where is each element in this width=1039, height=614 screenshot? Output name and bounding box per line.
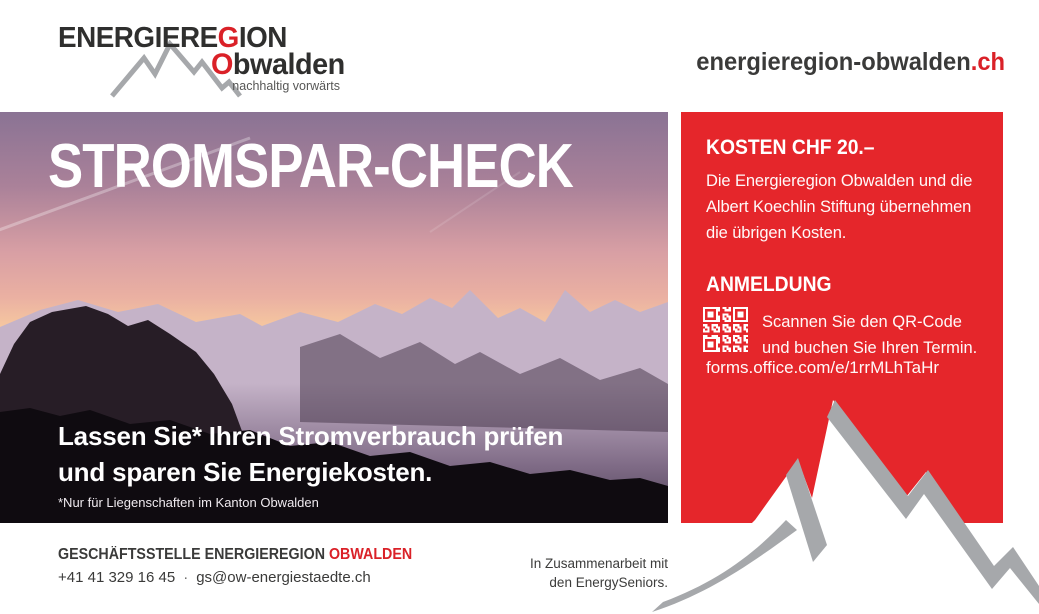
qr-code-icon [703, 307, 748, 352]
cost-heading: KOSTEN CHF 20.– [706, 136, 875, 159]
footer-contact-line: +41 41 329 16 45 · gs@ow-energiestaedte.ch [58, 569, 371, 586]
logo-wordmark-line2: Obwalden [211, 48, 345, 82]
logo-wordmark-line1: ENERGIEREGION [58, 22, 287, 55]
cost-text-line: Albert Koechlin Stiftung übernehmen [706, 198, 972, 216]
partnership-line1: In Zusammenarbeit mit [529, 556, 668, 571]
logo-accent-g: G [217, 22, 240, 54]
partnership-line2: den EnergySeniors. [549, 575, 668, 590]
logo-text: ENERGIERE [58, 22, 218, 54]
info-panel: KOSTEN CHF 20.– Die Energieregion Obwald… [681, 112, 1003, 523]
partnership-note: In Zusammenarbeit mit den EnergySeniors. [530, 554, 668, 592]
footer-office-label: GESCHÄFTSSTELLE ENERGIEREGION [58, 546, 329, 563]
logo-text: bwalden [232, 48, 345, 81]
registration-url[interactable]: forms.office.com/e/1rrMLhTaHr [706, 358, 940, 377]
page-title: STROMSPAR-CHECK [48, 132, 574, 201]
hero-subtitle-line2: und sparen Sie Energiekosten. [58, 457, 433, 487]
qr-instruction-line1: Scannen Sie den QR-Code [762, 313, 962, 331]
energieregion-logo: ENERGIEREGION Obwalden nachhaltig vorwär… [58, 16, 358, 108]
footer-phone: +41 41 329 16 45 [58, 569, 176, 586]
cost-text-line: die übrigen Kosten. [706, 224, 847, 242]
footer-office-accent: OBWALDEN [328, 546, 413, 563]
website-url-name: energieregion-obwalden [696, 48, 971, 76]
logo-tagline: nachhaltig vorwärts [232, 79, 340, 93]
footer-office-line: GESCHÄFTSSTELLE ENERGIEREGION OBWALDEN [58, 546, 412, 564]
hero-subtitle-line1: Lassen Sie* Ihren Stromverbrauch prüfen [58, 421, 564, 451]
footer-separator: · [183, 569, 189, 586]
qr-instruction: Scannen Sie den QR-Code und buchen Sie I… [762, 309, 977, 361]
logo-mountain-icon [110, 40, 242, 98]
footer-email[interactable]: gs@ow-energiestaedte.ch [196, 569, 371, 586]
hero-subtitle: Lassen Sie* Ihren Stromverbrauch prüfen … [58, 418, 563, 490]
website-url-tld: .ch [970, 48, 1005, 76]
cost-text: Die Energieregion Obwalden und die Alber… [706, 168, 972, 246]
registration-heading: ANMELDUNG [706, 273, 832, 296]
mountain-sunset-photo [0, 112, 668, 523]
website-url[interactable]: energieregion-obwalden.ch [696, 48, 1005, 77]
qr-instruction-line2: und buchen Sie Ihren Termin. [762, 339, 978, 357]
cost-text-line: Die Energieregion Obwalden und die [706, 172, 973, 190]
hero-footnote: *Nur für Liegenschaften im Kanton Obwald… [58, 495, 319, 510]
logo-text: ION [238, 22, 288, 54]
logo-accent-o: O [211, 48, 233, 81]
